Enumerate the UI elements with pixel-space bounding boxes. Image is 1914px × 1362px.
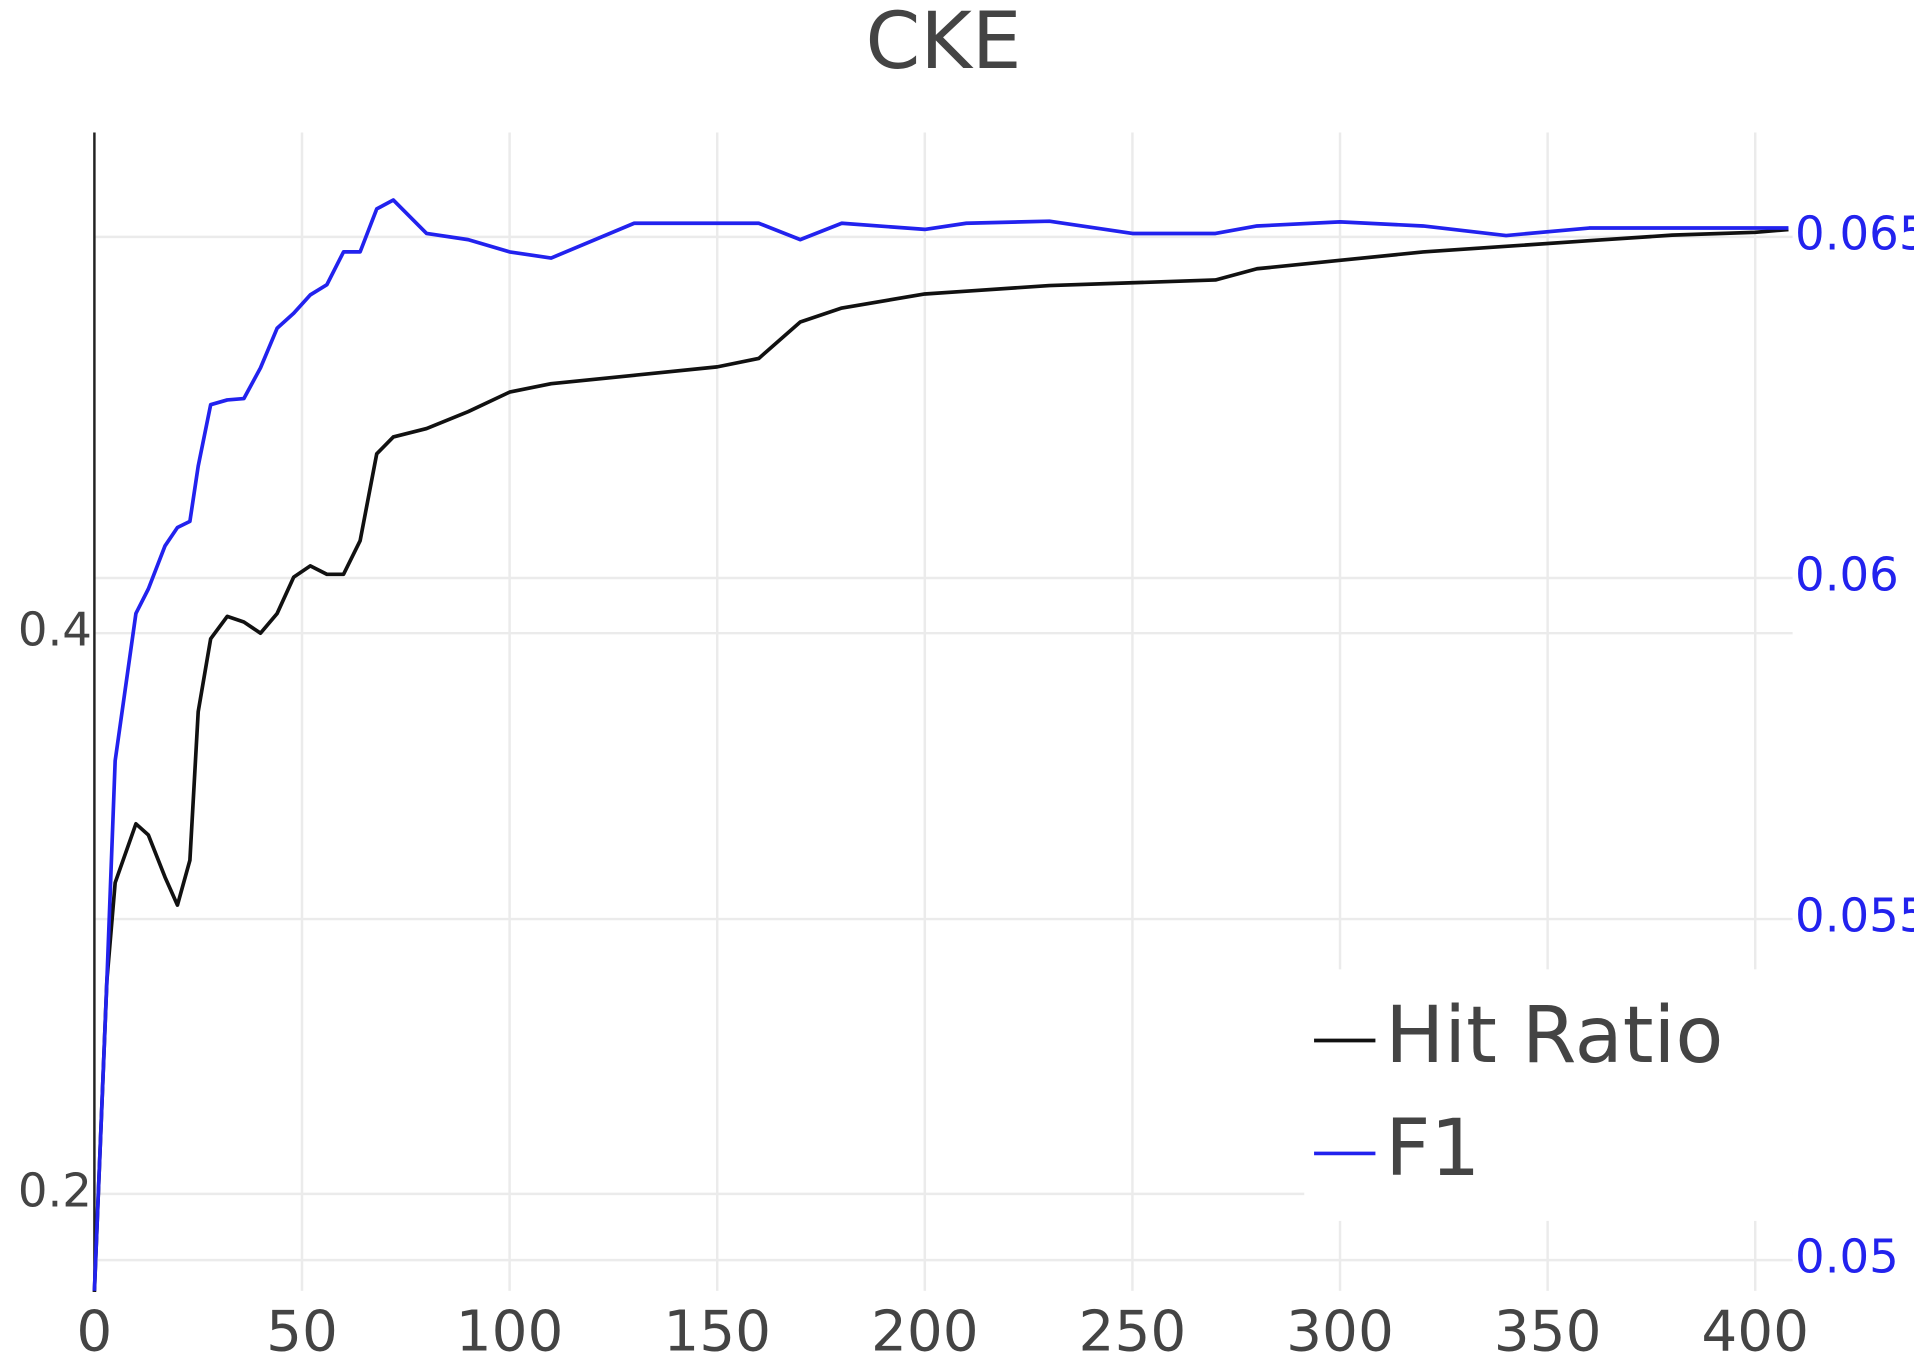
y2-tick-label: 0.05: [1795, 1230, 1899, 1284]
series-line: [92, 227, 1789, 1293]
legend-box: [1304, 969, 1793, 1221]
x-tick-label: 400: [1701, 1300, 1809, 1362]
x-tick-label: 150: [663, 1300, 771, 1362]
y2-tick-label: 0.055: [1795, 889, 1914, 943]
x-tick-label: 200: [871, 1300, 979, 1362]
x-tick-label: 50: [266, 1300, 338, 1362]
chart-title: CKE: [866, 0, 1022, 87]
y-tick-label: 0.4: [18, 603, 92, 657]
x-tick-label: 100: [456, 1300, 564, 1362]
x-tick-label: 350: [1494, 1300, 1602, 1362]
legend-label: F1: [1385, 1102, 1480, 1194]
legend-label: Hit Ratio: [1385, 989, 1723, 1081]
x-tick-label: 250: [1079, 1300, 1187, 1362]
y-tick-label: 0.2: [18, 1163, 92, 1217]
y2-tick-label: 0.065: [1795, 206, 1914, 260]
series-line: [92, 198, 1789, 1291]
y2-tick-label: 0.06: [1795, 547, 1899, 601]
x-tick-label: 300: [1286, 1300, 1394, 1362]
x-tick-label: 0: [76, 1300, 112, 1362]
